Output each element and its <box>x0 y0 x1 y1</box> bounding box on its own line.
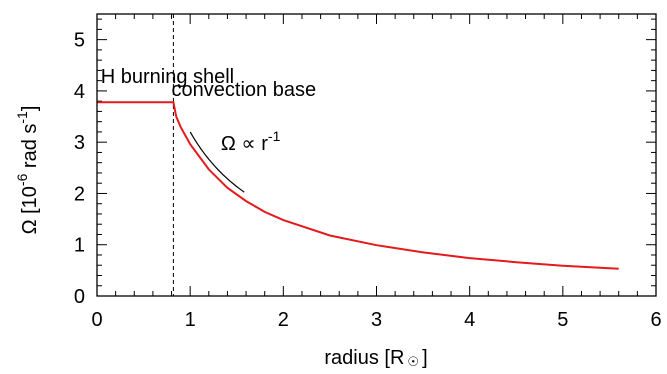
reference-label-text: Ω ∝ r <box>221 133 268 155</box>
reference-line-label: Ω ∝ r-1 <box>221 128 281 155</box>
x-tick-label: 2 <box>278 309 289 331</box>
y-axis-label-text: Ω [10 <box>19 186 41 234</box>
y-axis-label: Ω [10-6 rad s-1] <box>14 106 41 235</box>
y-axis-label-close: ] <box>19 106 41 112</box>
y-tick-label: 1 <box>74 235 85 257</box>
tick-labels: 0 1 2 3 4 5 6 0 1 2 3 4 5 <box>74 30 662 331</box>
x-tick-label: 4 <box>464 309 475 331</box>
annotation-convection-base: convection base <box>172 79 317 101</box>
x-tick-label: 1 <box>185 309 196 331</box>
x-tick-label: 3 <box>371 309 382 331</box>
x-tick-label: 6 <box>650 309 661 331</box>
y-tick-label: 4 <box>74 81 85 103</box>
x-tick-label: 5 <box>557 309 568 331</box>
y-tick-label: 3 <box>74 132 85 154</box>
y-tick-label: 5 <box>74 30 85 52</box>
annotation-h-burning-shell: H burning shell <box>101 66 234 88</box>
omega-profile-line <box>97 101 619 270</box>
axis-ticks <box>96 14 657 297</box>
y-axis-label-mid: rad s <box>19 124 41 174</box>
x-axis-label-close: ] <box>422 347 428 369</box>
x-axis-label: radius [R ☉] <box>324 347 427 369</box>
y-tick-label: 2 <box>74 183 85 205</box>
x-tick-label: 0 <box>91 309 102 331</box>
x-axis-label-text: radius [R <box>324 347 404 369</box>
y-tick-label: 0 <box>74 286 85 308</box>
y-axis-label-exp1: -6 <box>14 173 30 186</box>
reference-label-exponent: -1 <box>268 128 281 144</box>
y-axis-label-exp2: -1 <box>14 111 30 124</box>
reference-power-law-line <box>189 131 245 193</box>
x-axis-unit-symbol: ☉ <box>407 354 419 369</box>
plot-frame <box>96 13 657 297</box>
